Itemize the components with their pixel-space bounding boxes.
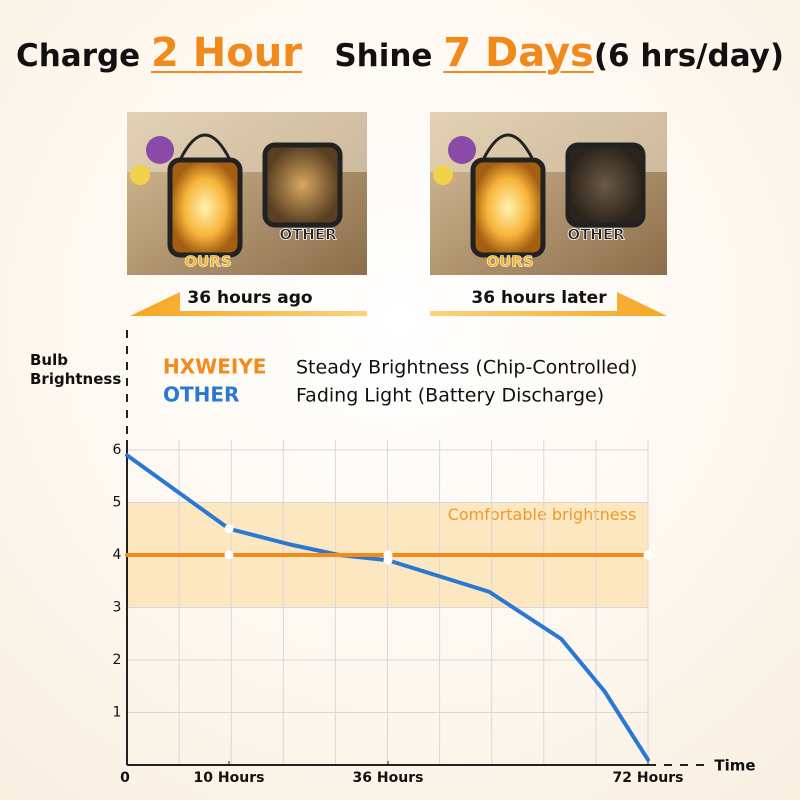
y-tick-label: 2 <box>113 652 122 668</box>
plot: Comfortable brightness 1 2 3 4 5 6 0 10 Hours 36 … <box>113 330 708 786</box>
photo-label: OTHER <box>279 226 337 244</box>
headline-note: (6 hrs/day) <box>593 38 785 74</box>
y-tick-label: 5 <box>113 495 122 511</box>
arrow <box>130 292 367 316</box>
photo-label: OURS <box>184 253 231 271</box>
headline: Charge 2 Hour Shine 7 Days(6 hrs/day) <box>0 30 800 76</box>
y-tick-label: 6 <box>113 442 122 458</box>
legend-name: OTHER <box>163 383 239 407</box>
x-tick-label: 72 Hours <box>613 770 684 786</box>
caption: 36 hours ago <box>187 288 312 308</box>
y-tick-label: 1 <box>113 705 122 721</box>
x-tick-label: 0 <box>120 770 130 786</box>
headline-highlight: 7 Days <box>443 30 594 76</box>
headline-text: Charge <box>15 38 141 74</box>
legend-description: Fading Light (Battery Discharge) <box>296 385 604 407</box>
caption: 36 hours later <box>471 288 607 308</box>
point <box>224 524 234 534</box>
arrow <box>430 292 667 316</box>
legend-description: Steady Brightness (Chip-Controlled) <box>296 357 637 379</box>
headline-text: Shine <box>334 38 433 74</box>
x-tick-label: 10 Hours <box>194 770 265 786</box>
x-axis-label: Time <box>714 757 755 775</box>
point <box>224 550 234 560</box>
photo-label: OTHER <box>567 226 625 244</box>
band-label: Comfortable brightness <box>448 505 637 524</box>
photo <box>127 112 367 275</box>
y-tick-label: 4 <box>113 547 122 563</box>
point <box>643 550 653 560</box>
legend-name: HXWEIYE <box>163 355 266 379</box>
photo-label: OURS <box>486 253 533 271</box>
x-tick-label: 36 Hours <box>353 770 424 786</box>
photo <box>430 112 667 275</box>
point <box>383 555 393 565</box>
y-tick-label: 3 <box>113 600 122 616</box>
headline-highlight: 2 Hour <box>151 30 302 76</box>
y-axis-label: Bulb Brightness <box>30 351 122 388</box>
series-line <box>125 453 650 762</box>
